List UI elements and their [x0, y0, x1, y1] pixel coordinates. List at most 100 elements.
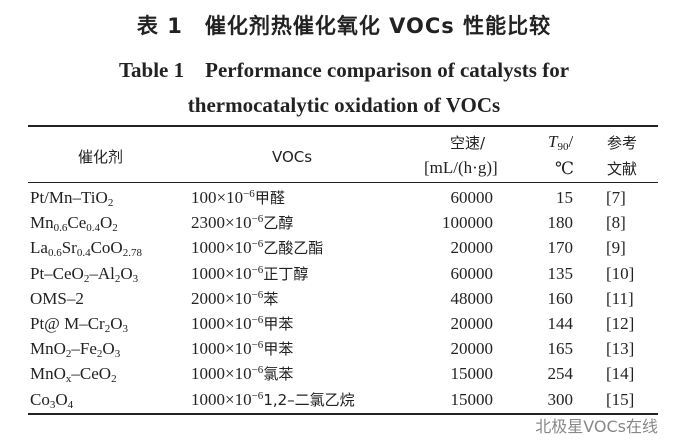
voc-name: 正丁醇: [263, 264, 309, 283]
catalyst-cell: OMS–2: [30, 289, 84, 309]
catalyst-cell: La0.6Sr0.4CoO2.78: [30, 238, 142, 260]
catalyst-cell: Co3O4: [30, 389, 73, 411]
voc-name: 氯苯: [263, 365, 294, 384]
vocs-cell: 1000×10−6乙酸乙酯: [191, 238, 323, 258]
table-title-english-line1: Table 1 Performance comparison of cataly…: [118, 58, 570, 82]
concentration: 2000: [191, 288, 225, 308]
t90-cell: 300: [547, 389, 574, 409]
reference-cell: [13]: [606, 339, 635, 359]
catalyst-cell: Pt/Mn–TiO2: [30, 188, 114, 209]
catalyst-formula-part: O: [55, 389, 68, 409]
catalyst-formula-part: Pt/Mn–TiO: [30, 188, 108, 207]
header-reference-2: 文献: [607, 160, 638, 178]
space-velocity-cell: 20000: [450, 314, 494, 333]
catalyst-formula-part: Ce: [67, 213, 87, 233]
concentration-exponent: −6: [243, 188, 255, 200]
header-space-velocity-unit: [mL/(h·g)]: [424, 158, 498, 177]
catalyst-formula-part: –Al: [89, 263, 115, 283]
reference-cell: [11]: [606, 288, 634, 308]
catalyst-formula-part: 2: [114, 272, 121, 285]
concentration-unit: ×10: [225, 238, 252, 258]
table-row: Co3O4 1000×10−61,2–二氯乙烷 15000 300 [15]: [0, 388, 688, 413]
catalyst-formula-part: 3: [114, 348, 121, 361]
concentration-unit: ×10: [225, 263, 252, 283]
voc-name: 苯: [263, 289, 279, 308]
catalyst-formula-part: Pt@ M–Cr: [30, 314, 105, 333]
top-rule: [28, 125, 658, 127]
t90-cell: 144: [547, 314, 574, 333]
voc-name: 甲苯: [263, 340, 294, 359]
concentration-unit: ×10: [216, 188, 244, 207]
watermark: 北极星VOCs在线: [535, 417, 658, 436]
reference-cell: [8]: [606, 213, 626, 233]
concentration-exponent: −6: [251, 314, 264, 326]
space-velocity-cell: 60000: [450, 188, 494, 207]
catalyst-formula-part: La: [30, 238, 48, 258]
vocs-cell: 1000×10−6氯苯: [191, 364, 293, 384]
reference-cell: [15]: [606, 389, 635, 409]
bottom-rule: [28, 413, 658, 415]
catalyst-formula-part: 0.4: [76, 247, 91, 260]
voc-name: 乙醇: [263, 214, 294, 233]
table-row: Pt–CeO2–Al2O3 1000×10−6正丁醇 60000 135 [10]: [0, 262, 688, 287]
concentration-exponent: −6: [251, 213, 264, 226]
concentration-exponent: −6: [251, 238, 264, 251]
concentration-exponent: −6: [251, 389, 264, 402]
t90-cell: 15: [556, 188, 573, 207]
catalyst-formula-part: 0.4: [86, 222, 101, 235]
concentration-exponent: −6: [251, 364, 264, 377]
concentration-unit: ×10: [225, 314, 252, 333]
concentration: 1000: [191, 263, 225, 283]
reference-cell: [14]: [606, 364, 635, 384]
catalyst-formula-part: 2: [112, 222, 118, 235]
concentration-unit: ×10: [225, 389, 252, 409]
t90-cell: 180: [547, 213, 574, 233]
catalyst-formula-part: O: [120, 263, 133, 283]
catalyst-cell: Pt@ M–Cr2O3: [30, 314, 128, 335]
catalyst-formula-part: O: [110, 314, 123, 333]
catalyst-formula-part: 2.78: [122, 247, 142, 260]
space-velocity-cell: 48000: [450, 288, 494, 308]
concentration-exponent: −6: [251, 288, 264, 301]
catalyst-formula-part: x: [65, 373, 72, 386]
catalyst-formula-part: 3: [49, 398, 56, 411]
t90-cell: 160: [547, 288, 574, 308]
catalyst-formula-part: 2: [107, 197, 114, 209]
catalyst-formula-part: Co: [30, 389, 50, 409]
reference-cell: [7]: [606, 188, 626, 207]
catalyst-formula-part: 0.6: [53, 222, 68, 235]
header-rule: [28, 182, 658, 183]
vocs-cell: 100×10−6甲醛: [191, 188, 285, 208]
catalyst-formula-part: –Fe: [71, 339, 97, 359]
table-title-english-line2: thermocatalytic oxidation of VOCs: [187, 93, 501, 117]
voc-name: 乙酸乙酯: [263, 239, 324, 258]
catalyst-cell: MnOx–CeO2: [30, 364, 117, 386]
t90-symbol: T: [548, 132, 558, 151]
catalyst-formula-part: 3: [132, 272, 139, 285]
catalyst-formula-part: CoO: [90, 238, 123, 258]
vocs-cell: 1000×10−6甲苯: [191, 339, 293, 359]
voc-name: 甲苯: [263, 315, 294, 333]
catalyst-formula-part: –CeO: [71, 364, 112, 384]
concentration: 1000: [191, 339, 225, 359]
concentration: 1000: [191, 314, 225, 333]
concentration-unit: ×10: [225, 364, 252, 384]
catalyst-formula-part: OMS–2: [30, 288, 84, 308]
space-velocity-cell: 15000: [450, 389, 494, 409]
table-row: La0.6Sr0.4CoO2.78 1000×10−6乙酸乙酯 20000 170 [9…: [0, 236, 688, 261]
concentration: 100: [191, 188, 217, 207]
catalyst-formula-part: Mn: [30, 213, 54, 233]
vocs-cell: 1000×10−61,2–二氯乙烷: [191, 390, 355, 410]
concentration-unit: ×10: [225, 288, 252, 308]
catalyst-formula-part: O: [100, 213, 113, 233]
catalyst-formula-part: 2: [96, 348, 103, 361]
table-title-chinese: 表 1 催化剂热催化氧化 VOCs 性能比较: [136, 14, 552, 38]
catalyst-cell: Pt–CeO2–Al2O3: [30, 263, 139, 285]
voc-name: 甲醛: [254, 189, 285, 207]
catalyst-formula-part: MnO: [30, 339, 66, 359]
catalyst-formula-part: 2: [65, 348, 72, 361]
reference-cell: [12]: [606, 314, 635, 333]
space-velocity-cell: 20000: [450, 339, 494, 359]
t90-cell: 254: [547, 364, 574, 384]
concentration: 1000: [191, 389, 225, 409]
